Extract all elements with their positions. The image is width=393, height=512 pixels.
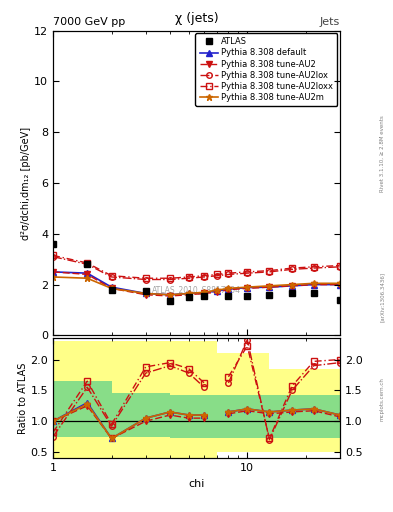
Y-axis label: d²σ/dchi,dm₁₂ [pb/GeV]: d²σ/dchi,dm₁₂ [pb/GeV] bbox=[21, 126, 31, 240]
Text: mcplots.cern.ch: mcplots.cern.ch bbox=[380, 377, 384, 421]
Y-axis label: Ratio to ATLAS: Ratio to ATLAS bbox=[18, 362, 28, 434]
Text: [arXiv:1306.3436]: [arXiv:1306.3436] bbox=[380, 272, 384, 322]
Text: χ (jets): χ (jets) bbox=[174, 12, 219, 25]
Legend: ATLAS, Pythia 8.308 default, Pythia 8.308 tune-AU2, Pythia 8.308 tune-AU2lox, Py: ATLAS, Pythia 8.308 default, Pythia 8.30… bbox=[195, 33, 338, 106]
Text: Jets: Jets bbox=[320, 16, 340, 27]
Text: 7000 GeV pp: 7000 GeV pp bbox=[53, 16, 125, 27]
Text: Rivet 3.1.10, ≥ 2.8M events: Rivet 3.1.10, ≥ 2.8M events bbox=[380, 115, 384, 192]
Text: ATLAS_2010_S8817804: ATLAS_2010_S8817804 bbox=[152, 285, 241, 294]
X-axis label: chi: chi bbox=[188, 479, 205, 488]
